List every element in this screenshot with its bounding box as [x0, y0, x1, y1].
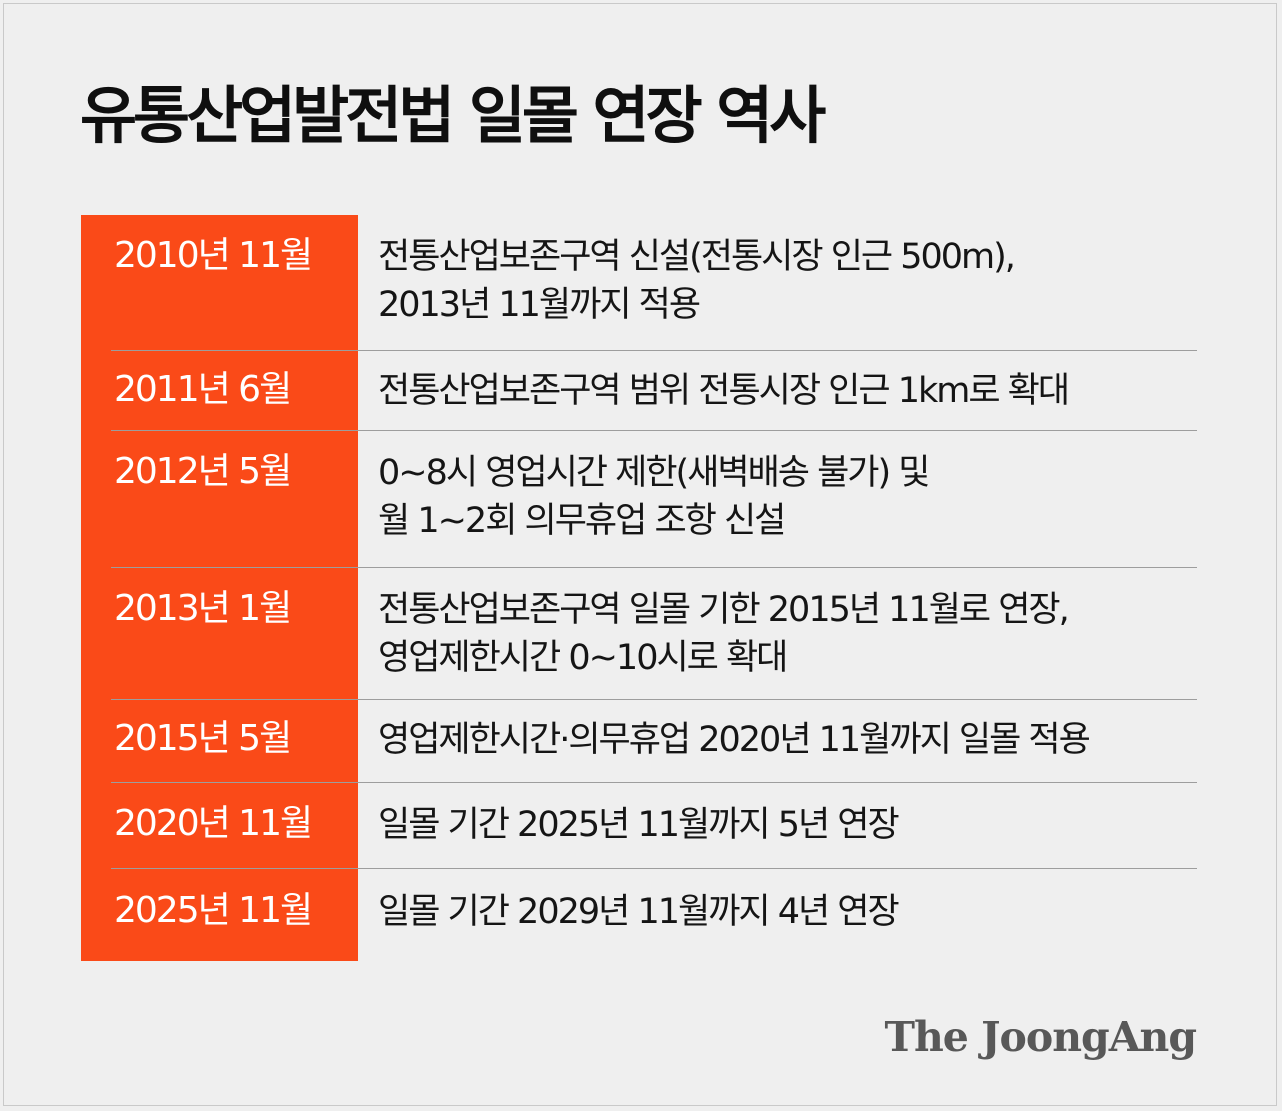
timeline-date: 2011년 6월	[114, 369, 292, 410]
timeline-date: 2015년 5월	[114, 718, 292, 759]
timeline-description-line: 영업제한시간 0~10시로 확대	[378, 638, 788, 678]
row-divider	[111, 350, 1197, 351]
timeline-description-line: 일몰 기간 2029년 11월까지 4년 연장	[378, 892, 900, 932]
timeline-row-2012-5: 2012년 5월 0~8시 영업시간 제한(새벽배송 불가) 및 월 1~2회 …	[0, 431, 1282, 567]
timeline-description-line: 0~8시 영업시간 제한(새벽배송 불가) 및	[378, 453, 930, 493]
row-divider	[111, 699, 1197, 700]
timeline-row-2010-11: 2010년 11월 전통산업보존구역 신설(전통시장 인근 500m), 201…	[0, 215, 1282, 350]
publisher-logo: The JoongAng	[884, 1013, 1197, 1061]
timeline-description: 영업제한시간·의무휴업 2020년 11월까지 일몰 적용	[378, 716, 1091, 764]
timeline-description: 전통산업보존구역 신설(전통시장 인근 500m), 2013년 11월까지 적…	[378, 233, 1016, 329]
timeline-row-2015-5: 2015년 5월 영업제한시간·의무휴업 2020년 11월까지 일몰 적용	[0, 700, 1282, 782]
date-column-band	[81, 215, 358, 961]
page-title: 유통산업발전법 일몰 연장 역사	[80, 79, 826, 152]
row-divider	[111, 868, 1197, 869]
timeline-description: 0~8시 영업시간 제한(새벽배송 불가) 및 월 1~2회 의무휴업 조항 신…	[378, 449, 930, 545]
row-divider	[111, 782, 1197, 783]
timeline-date: 2020년 11월	[114, 803, 313, 844]
timeline-description-line: 전통산업보존구역 범위 전통시장 인근 1km로 확대	[378, 371, 1070, 411]
timeline-description-line: 전통산업보존구역 일몰 기한 2015년 11월로 연장,	[378, 590, 1070, 630]
row-divider	[111, 567, 1197, 568]
timeline-description-line: 전통산업보존구역 신설(전통시장 인근 500m),	[378, 237, 1016, 277]
timeline-row-2011-6: 2011년 6월 전통산업보존구역 범위 전통시장 인근 1km로 확대	[0, 351, 1282, 430]
timeline-date: 2010년 11월	[114, 235, 313, 276]
timeline-date: 2025년 11월	[114, 890, 313, 931]
timeline-description-line: 월 1~2회 의무휴업 조항 신설	[378, 501, 786, 541]
timeline-date: 2013년 1월	[114, 588, 292, 629]
timeline-row-2013-1: 2013년 1월 전통산업보존구역 일몰 기한 2015년 11월로 연장, 영…	[0, 568, 1282, 699]
timeline-row-2020-11: 2020년 11월 일몰 기간 2025년 11월까지 5년 연장	[0, 783, 1282, 868]
timeline-description: 전통산업보존구역 범위 전통시장 인근 1km로 확대	[378, 367, 1070, 415]
timeline-description: 전통산업보존구역 일몰 기한 2015년 11월로 연장, 영업제한시간 0~1…	[378, 586, 1070, 682]
timeline-description-line: 일몰 기간 2025년 11월까지 5년 연장	[378, 805, 900, 845]
timeline-date: 2012년 5월	[114, 451, 292, 492]
timeline-description-line: 2013년 11월까지 적용	[378, 285, 701, 325]
timeline-row-2025-11: 2025년 11월 일몰 기간 2029년 11월까지 4년 연장	[0, 869, 1282, 961]
timeline-description-line: 영업제한시간·의무휴업 2020년 11월까지 일몰 적용	[378, 720, 1091, 760]
timeline-description: 일몰 기간 2025년 11월까지 5년 연장	[378, 801, 900, 849]
graphic-frame	[3, 3, 1277, 1106]
timeline-description: 일몰 기간 2029년 11월까지 4년 연장	[378, 888, 900, 936]
row-divider	[111, 430, 1197, 431]
